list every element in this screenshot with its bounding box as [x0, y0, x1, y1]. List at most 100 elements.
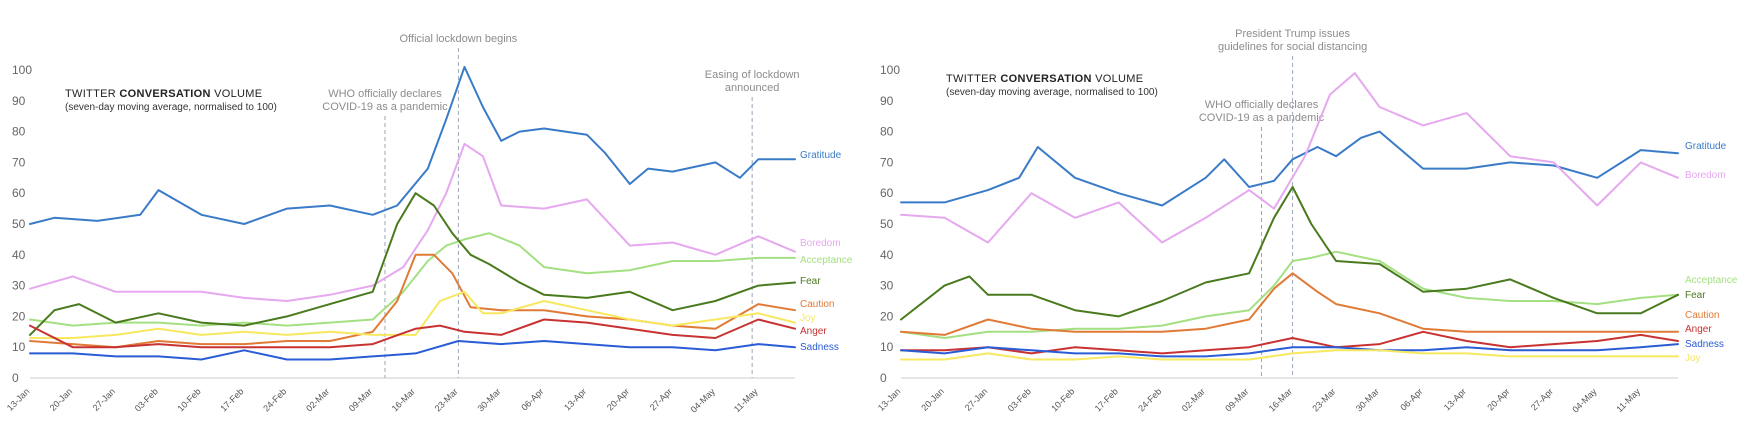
x-tick-label: 30-Mar — [475, 386, 502, 413]
series-line-caution — [29, 253, 796, 349]
y-tick-label: 30 — [12, 279, 26, 293]
series-line-boredom — [29, 142, 796, 302]
event-annotation: Easing of lockdown — [705, 69, 800, 81]
y-tick-label: 100 — [12, 63, 32, 77]
x-tick-label: 16-Mar — [390, 386, 417, 413]
x-tick-label: 02-Mar — [304, 386, 331, 413]
series-line-sadness — [29, 340, 796, 361]
y-tick-label: 90 — [880, 94, 894, 108]
y-tick-label: 80 — [880, 125, 894, 139]
y-tick-label: 60 — [880, 186, 894, 200]
y-tick-label: 20 — [12, 309, 26, 323]
series-line-gratitude — [29, 65, 796, 225]
x-tick-label: 06-Apr — [1398, 386, 1424, 412]
event-annotation: announced — [725, 82, 779, 94]
series-line-fear — [900, 186, 1679, 321]
series-line-acceptance — [29, 232, 796, 327]
x-tick-label: 09-Mar — [1223, 386, 1250, 413]
series-line-anger — [29, 318, 796, 349]
series-label-acceptance: Acceptance — [800, 255, 853, 266]
y-tick-label: 50 — [12, 217, 26, 231]
series-line-fear — [29, 192, 796, 336]
series-line-boredom — [900, 72, 1679, 244]
series-label-fear: Fear — [800, 276, 821, 287]
y-tick-label: 10 — [880, 340, 894, 354]
series-label-joy: Joy — [800, 313, 816, 324]
series-line-sadness — [900, 343, 1679, 358]
x-tick-label: 03-Feb — [133, 386, 160, 413]
y-tick-label: 100 — [880, 63, 900, 77]
y-tick-label: 40 — [880, 248, 894, 262]
x-tick-label: 20-Apr — [605, 386, 631, 412]
series-label-sadness: Sadness — [800, 342, 839, 353]
chart-title: TWITTER CONVERSATION VOLUME — [946, 73, 1143, 85]
x-tick-label: 02-Mar — [1180, 386, 1207, 413]
x-tick-label: 06-Apr — [519, 386, 545, 412]
y-tick-label: 20 — [880, 309, 894, 323]
event-annotation: WHO officially declares — [328, 88, 442, 100]
series-label-anger: Anger — [800, 326, 827, 337]
series-label-boredom: Boredom — [800, 238, 841, 249]
series-label-gratitude: Gratitude — [800, 150, 842, 161]
y-tick-label: 70 — [12, 155, 26, 169]
y-tick-label: 90 — [12, 94, 26, 108]
series-label-anger: Anger — [1685, 324, 1712, 335]
event-annotation: Official lockdown begins — [399, 33, 517, 45]
chart-subtitle: (seven-day moving average, normalised to… — [65, 102, 277, 113]
chart-panel-2: TWITTER CONVERSATION VOLUME (seven-day mo… — [876, 28, 1738, 415]
chart-panel-1: TWITTER CONVERSATION VOLUME (seven-day mo… — [5, 33, 853, 415]
event-annotation: President Trump issues — [1235, 28, 1350, 40]
series-label-joy: Joy — [1685, 353, 1701, 364]
series-line-acceptance — [900, 250, 1679, 339]
chart-subtitle: (seven-day moving average, normalised to… — [946, 87, 1158, 98]
x-tick-label: 13-Apr — [1442, 386, 1468, 412]
series-label-gratitude: Gratitude — [1685, 141, 1727, 152]
series-label-acceptance: Acceptance — [1685, 275, 1738, 286]
x-tick-label: 24-Feb — [261, 386, 288, 413]
series-label-fear: Fear — [1685, 290, 1706, 301]
chart-title: TWITTER CONVERSATION VOLUME — [65, 88, 262, 100]
series-label-caution: Caution — [1685, 310, 1719, 321]
x-tick-label: 11-May — [732, 386, 760, 414]
x-tick-label: 16-Mar — [1267, 386, 1294, 413]
x-tick-label: 10-Feb — [1049, 386, 1076, 413]
series-line-anger — [900, 330, 1679, 355]
series-label-caution: Caution — [800, 299, 834, 310]
y-tick-label: 30 — [880, 279, 894, 293]
y-tick-label: 10 — [12, 340, 26, 354]
y-tick-label: 40 — [12, 248, 26, 262]
event-annotation: guidelines for social distancing — [1218, 41, 1367, 53]
event-annotation: COVID-19 as a pandemic — [1199, 112, 1325, 124]
series-label-boredom: Boredom — [1685, 170, 1726, 181]
x-tick-label: 27-Apr — [648, 386, 674, 412]
x-tick-label: 27-Jan — [91, 386, 118, 413]
x-tick-label: 27-Apr — [1529, 386, 1555, 412]
x-tick-label: 11-May — [1614, 386, 1642, 414]
x-tick-label: 10-Feb — [176, 386, 203, 413]
series-label-sadness: Sadness — [1685, 339, 1724, 350]
x-tick-label: 27-Jan — [963, 386, 990, 413]
x-tick-label: 13-Jan — [876, 386, 903, 413]
x-tick-label: 20-Apr — [1485, 386, 1511, 412]
x-tick-label: 23-Mar — [1310, 386, 1337, 413]
x-tick-label: 24-Feb — [1136, 386, 1163, 413]
x-tick-label: 17-Feb — [218, 386, 245, 413]
x-tick-label: 17-Feb — [1093, 386, 1120, 413]
y-tick-label: 80 — [12, 125, 26, 139]
y-tick-label: 0 — [880, 371, 887, 385]
x-tick-label: 09-Mar — [347, 386, 374, 413]
x-tick-label: 30-Mar — [1354, 386, 1381, 413]
x-tick-label: 13-Jan — [5, 386, 32, 413]
x-tick-label: 03-Feb — [1006, 386, 1033, 413]
series-line-gratitude — [900, 130, 1679, 207]
series-line-joy — [900, 349, 1679, 361]
x-tick-label: 04-May — [1570, 386, 1599, 415]
x-tick-label: 13-Apr — [562, 386, 588, 412]
y-tick-label: 0 — [12, 371, 19, 385]
y-tick-label: 70 — [880, 155, 894, 169]
event-annotation: WHO officially declares — [1205, 99, 1319, 111]
series-line-joy — [29, 290, 796, 339]
y-tick-label: 60 — [12, 186, 26, 200]
x-tick-label: 23-Mar — [433, 386, 460, 413]
